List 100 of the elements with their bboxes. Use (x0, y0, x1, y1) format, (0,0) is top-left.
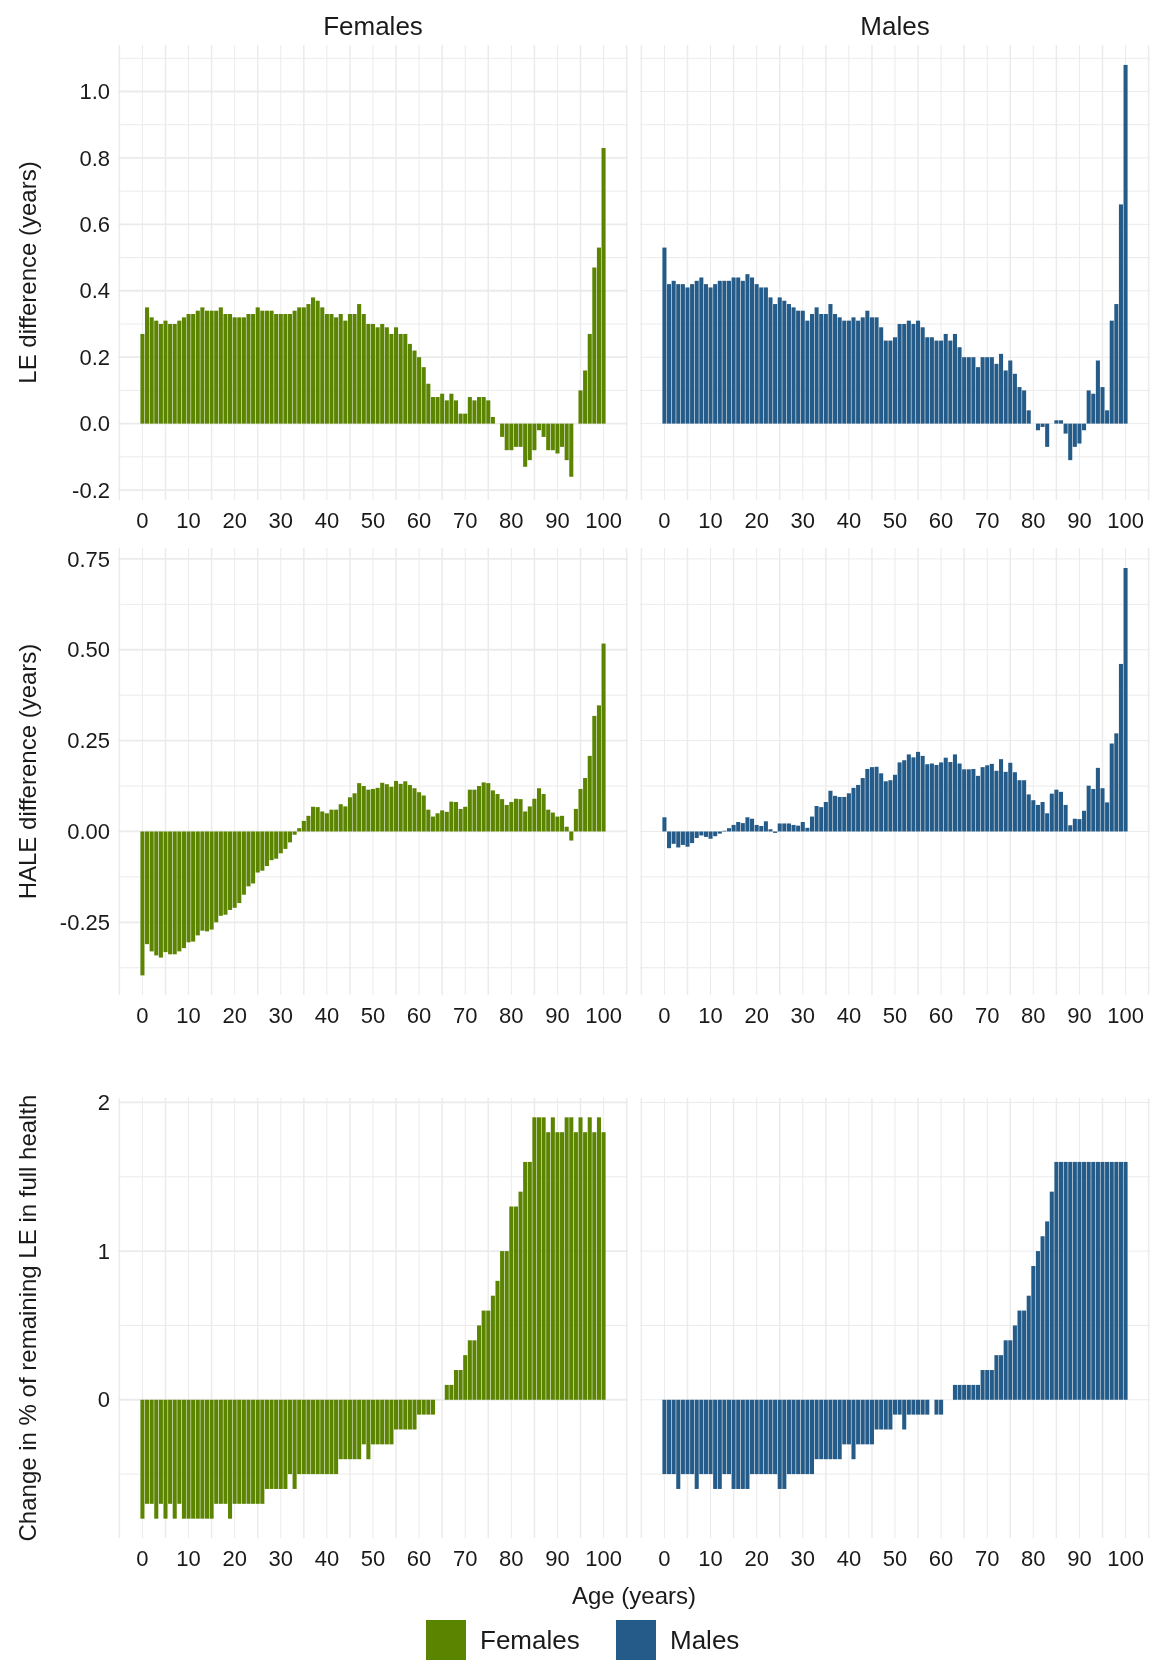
chart-title: Males (860, 11, 930, 41)
bar (989, 763, 994, 832)
bar (467, 789, 472, 832)
bar (699, 831, 704, 836)
bar (186, 1399, 191, 1519)
bar (754, 1399, 759, 1475)
bar (384, 784, 389, 832)
bar (768, 1399, 773, 1475)
bar (550, 423, 555, 451)
bar (759, 1399, 764, 1475)
x-tick-label: 90 (1067, 508, 1092, 533)
x-tick-label: 90 (545, 1003, 570, 1028)
x-tick-label: 20 (744, 1546, 769, 1571)
bar (837, 1399, 842, 1460)
bar (269, 1399, 274, 1489)
bar (421, 795, 426, 832)
bar (985, 1370, 990, 1400)
bar (994, 1355, 999, 1400)
bar (837, 796, 842, 832)
bar (1109, 1161, 1114, 1400)
bar (532, 1117, 537, 1400)
bar (971, 1384, 976, 1400)
bar (966, 1384, 971, 1400)
bar (297, 307, 302, 424)
bar (726, 828, 732, 832)
x-tick-label: 40 (836, 1546, 862, 1571)
bar (191, 314, 196, 424)
bar (204, 831, 210, 932)
bar (1054, 420, 1059, 424)
y-tick-label: 0.75 (67, 546, 110, 572)
x-tick-label: 10 (698, 1546, 723, 1571)
bar (278, 314, 283, 424)
bar (759, 287, 764, 424)
bar (274, 1399, 279, 1489)
bar (814, 307, 819, 424)
bar (713, 284, 718, 424)
bar (352, 1399, 357, 1460)
bar (782, 300, 787, 424)
x-tick-label: 80 (499, 508, 524, 533)
bar (828, 1399, 833, 1460)
y-tick-label: 0.25 (67, 728, 110, 754)
bar (662, 1399, 667, 1475)
bar (218, 307, 223, 424)
bar (920, 755, 925, 832)
bar (320, 811, 325, 832)
x-tick-label: 30 (790, 508, 816, 533)
bar (172, 831, 177, 955)
bar (782, 1399, 787, 1489)
bar (200, 831, 205, 931)
bar (209, 831, 214, 930)
bar (851, 787, 856, 832)
x-tick-label: 10 (698, 1003, 723, 1028)
bar (486, 783, 491, 832)
bar (800, 310, 805, 424)
bar (966, 357, 971, 424)
bar (851, 317, 856, 424)
bar (172, 1399, 177, 1519)
bar (195, 1399, 200, 1519)
x-tick-label: 90 (545, 1546, 570, 1571)
bar (587, 1117, 592, 1400)
bar (791, 1399, 796, 1475)
bar (269, 310, 274, 424)
bar (301, 820, 306, 832)
bar (315, 807, 320, 832)
bar (204, 1399, 210, 1519)
bar (569, 831, 574, 841)
bar (911, 323, 916, 424)
x-tick-label: 70 (452, 1003, 478, 1028)
x-tick-label: 30 (790, 1546, 816, 1571)
bar (819, 1399, 824, 1460)
legend-label: Males (670, 1625, 740, 1656)
x-tick-label: 20 (222, 508, 247, 533)
y-tick-label: 0.00 (67, 819, 110, 845)
bar (315, 300, 320, 424)
bar (805, 1399, 810, 1475)
bar (925, 1399, 930, 1415)
bar (828, 790, 833, 832)
y-tick-label: 1 (97, 1238, 110, 1264)
bar (177, 320, 182, 424)
x-tick-label: 70 (974, 508, 1000, 533)
y-tick-label: 0.8 (79, 145, 110, 171)
bar (380, 323, 385, 424)
bar (274, 831, 279, 859)
bar (837, 317, 842, 424)
bar (260, 831, 265, 871)
bar (375, 327, 380, 424)
bar (380, 1399, 385, 1445)
bar (1058, 791, 1064, 832)
bar (671, 280, 676, 424)
x-tick-label: 10 (176, 1546, 201, 1571)
x-tick-label: 70 (452, 1546, 478, 1571)
x-tick-label: 60 (928, 1546, 954, 1571)
bar (1003, 1340, 1008, 1400)
bar (888, 1399, 893, 1430)
x-tick-label: 80 (1021, 1003, 1046, 1028)
x-tick-label: 100 (1107, 508, 1144, 533)
bar (154, 1399, 159, 1519)
x-tick-label: 30 (268, 508, 294, 533)
bar (985, 357, 990, 424)
bar (731, 277, 736, 424)
